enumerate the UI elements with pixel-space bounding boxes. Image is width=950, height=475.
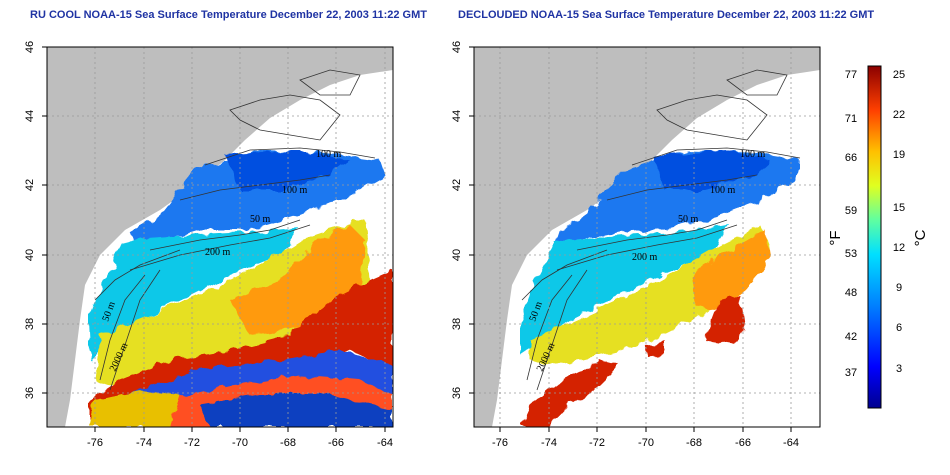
celsius-tick: 15 bbox=[893, 202, 905, 214]
left-contour-label-50m-north: 50 m bbox=[250, 214, 271, 225]
colorbar-celsius-ticks: 25 22 19 15 12 9 6 3 bbox=[893, 69, 905, 375]
left-lon-tick: -66 bbox=[328, 437, 344, 449]
left-lat-tick: 38 bbox=[24, 318, 36, 330]
right-lat-tick: 40 bbox=[451, 249, 463, 261]
right-lat-tick: 44 bbox=[451, 110, 463, 122]
right-contour-label-100m: 100 m bbox=[710, 185, 736, 196]
right-land bbox=[474, 47, 820, 427]
fahrenheit-tick: 59 bbox=[845, 205, 857, 217]
celsius-tick: 25 bbox=[893, 69, 905, 81]
celsius-unit-label: °C bbox=[912, 229, 929, 246]
left-map-title: RU COOL NOAA-15 Sea Surface Temperature … bbox=[30, 9, 427, 21]
left-lon-tick: -68 bbox=[280, 437, 296, 449]
celsius-tick: 9 bbox=[896, 282, 902, 294]
right-lon-tick: -72 bbox=[589, 437, 605, 449]
right-lat-tick: 42 bbox=[451, 179, 463, 191]
right-lon-tick: -76 bbox=[492, 437, 508, 449]
fahrenheit-tick: 37 bbox=[845, 367, 857, 379]
right-contour-label-200m: 200 m bbox=[632, 252, 658, 263]
right-lon-tick: -68 bbox=[686, 437, 702, 449]
left-lon-tick: -70 bbox=[232, 437, 248, 449]
right-lat-tick: 38 bbox=[451, 318, 463, 330]
right-lon-tick: -70 bbox=[638, 437, 654, 449]
left-lon-tick: -76 bbox=[87, 437, 103, 449]
fahrenheit-unit-label: °F bbox=[827, 230, 844, 245]
left-contour-label-100m-north: 100 m bbox=[316, 149, 342, 160]
left-lon-tick: -72 bbox=[184, 437, 200, 449]
left-lon-tick: -64 bbox=[377, 437, 393, 449]
celsius-tick: 3 bbox=[896, 363, 902, 375]
left-contour-label-100m: 100 m bbox=[282, 185, 308, 196]
right-lon-tick: -66 bbox=[735, 437, 751, 449]
fahrenheit-tick: 53 bbox=[845, 248, 857, 260]
fahrenheit-tick: 66 bbox=[845, 152, 857, 164]
left-land bbox=[47, 47, 393, 427]
left-lat-tick: 40 bbox=[24, 249, 36, 261]
fahrenheit-tick: 71 bbox=[845, 113, 857, 125]
colorbar-fahrenheit-ticks: 77 71 66 59 53 48 42 37 bbox=[845, 69, 857, 379]
right-lon-tick: -64 bbox=[783, 437, 799, 449]
right-lat-tick: 46 bbox=[451, 41, 463, 53]
left-lat-tick: 36 bbox=[24, 387, 36, 399]
right-map-panel: 100 m 100 m 50 m 200 m 50 m 2000 m -76 -… bbox=[451, 41, 821, 449]
right-lon-axis: -76 -74 -72 -70 -68 -66 -64 bbox=[492, 427, 799, 449]
celsius-tick: 12 bbox=[893, 242, 905, 254]
colorbar: 77 71 66 59 53 48 42 37 25 22 19 15 12 9… bbox=[827, 65, 929, 409]
celsius-tick: 6 bbox=[896, 322, 902, 334]
fahrenheit-tick: 42 bbox=[845, 331, 857, 343]
right-lat-tick: 36 bbox=[451, 387, 463, 399]
colorbar-gradient bbox=[867, 65, 882, 409]
left-contour-label-200m: 200 m bbox=[205, 247, 231, 258]
fahrenheit-tick: 77 bbox=[845, 69, 857, 81]
left-lon-axis: -76 -74 -72 -70 -68 -66 -64 bbox=[87, 427, 393, 449]
right-contour-label-100m-north: 100 m bbox=[740, 149, 766, 160]
left-lat-axis: 36 38 40 42 44 46 bbox=[24, 41, 47, 399]
right-map-title: DECLOUDED NOAA-15 Sea Surface Temperatur… bbox=[458, 9, 875, 21]
celsius-tick: 22 bbox=[893, 109, 905, 121]
fahrenheit-tick: 48 bbox=[845, 287, 857, 299]
left-lat-tick: 42 bbox=[24, 179, 36, 191]
right-lon-tick: -74 bbox=[541, 437, 557, 449]
celsius-tick: 19 bbox=[893, 149, 905, 161]
left-lat-tick: 44 bbox=[24, 110, 36, 122]
right-contour-label-50m-north: 50 m bbox=[678, 214, 699, 225]
left-lat-tick: 46 bbox=[24, 41, 36, 53]
left-lon-tick: -74 bbox=[136, 437, 152, 449]
right-gulf-stream bbox=[520, 360, 620, 427]
right-lat-axis: 36 38 40 42 44 46 bbox=[451, 41, 474, 399]
left-map-panel: 100 m 100 m 50 m 200 m 50 m 2000 m -76 -… bbox=[24, 41, 394, 449]
